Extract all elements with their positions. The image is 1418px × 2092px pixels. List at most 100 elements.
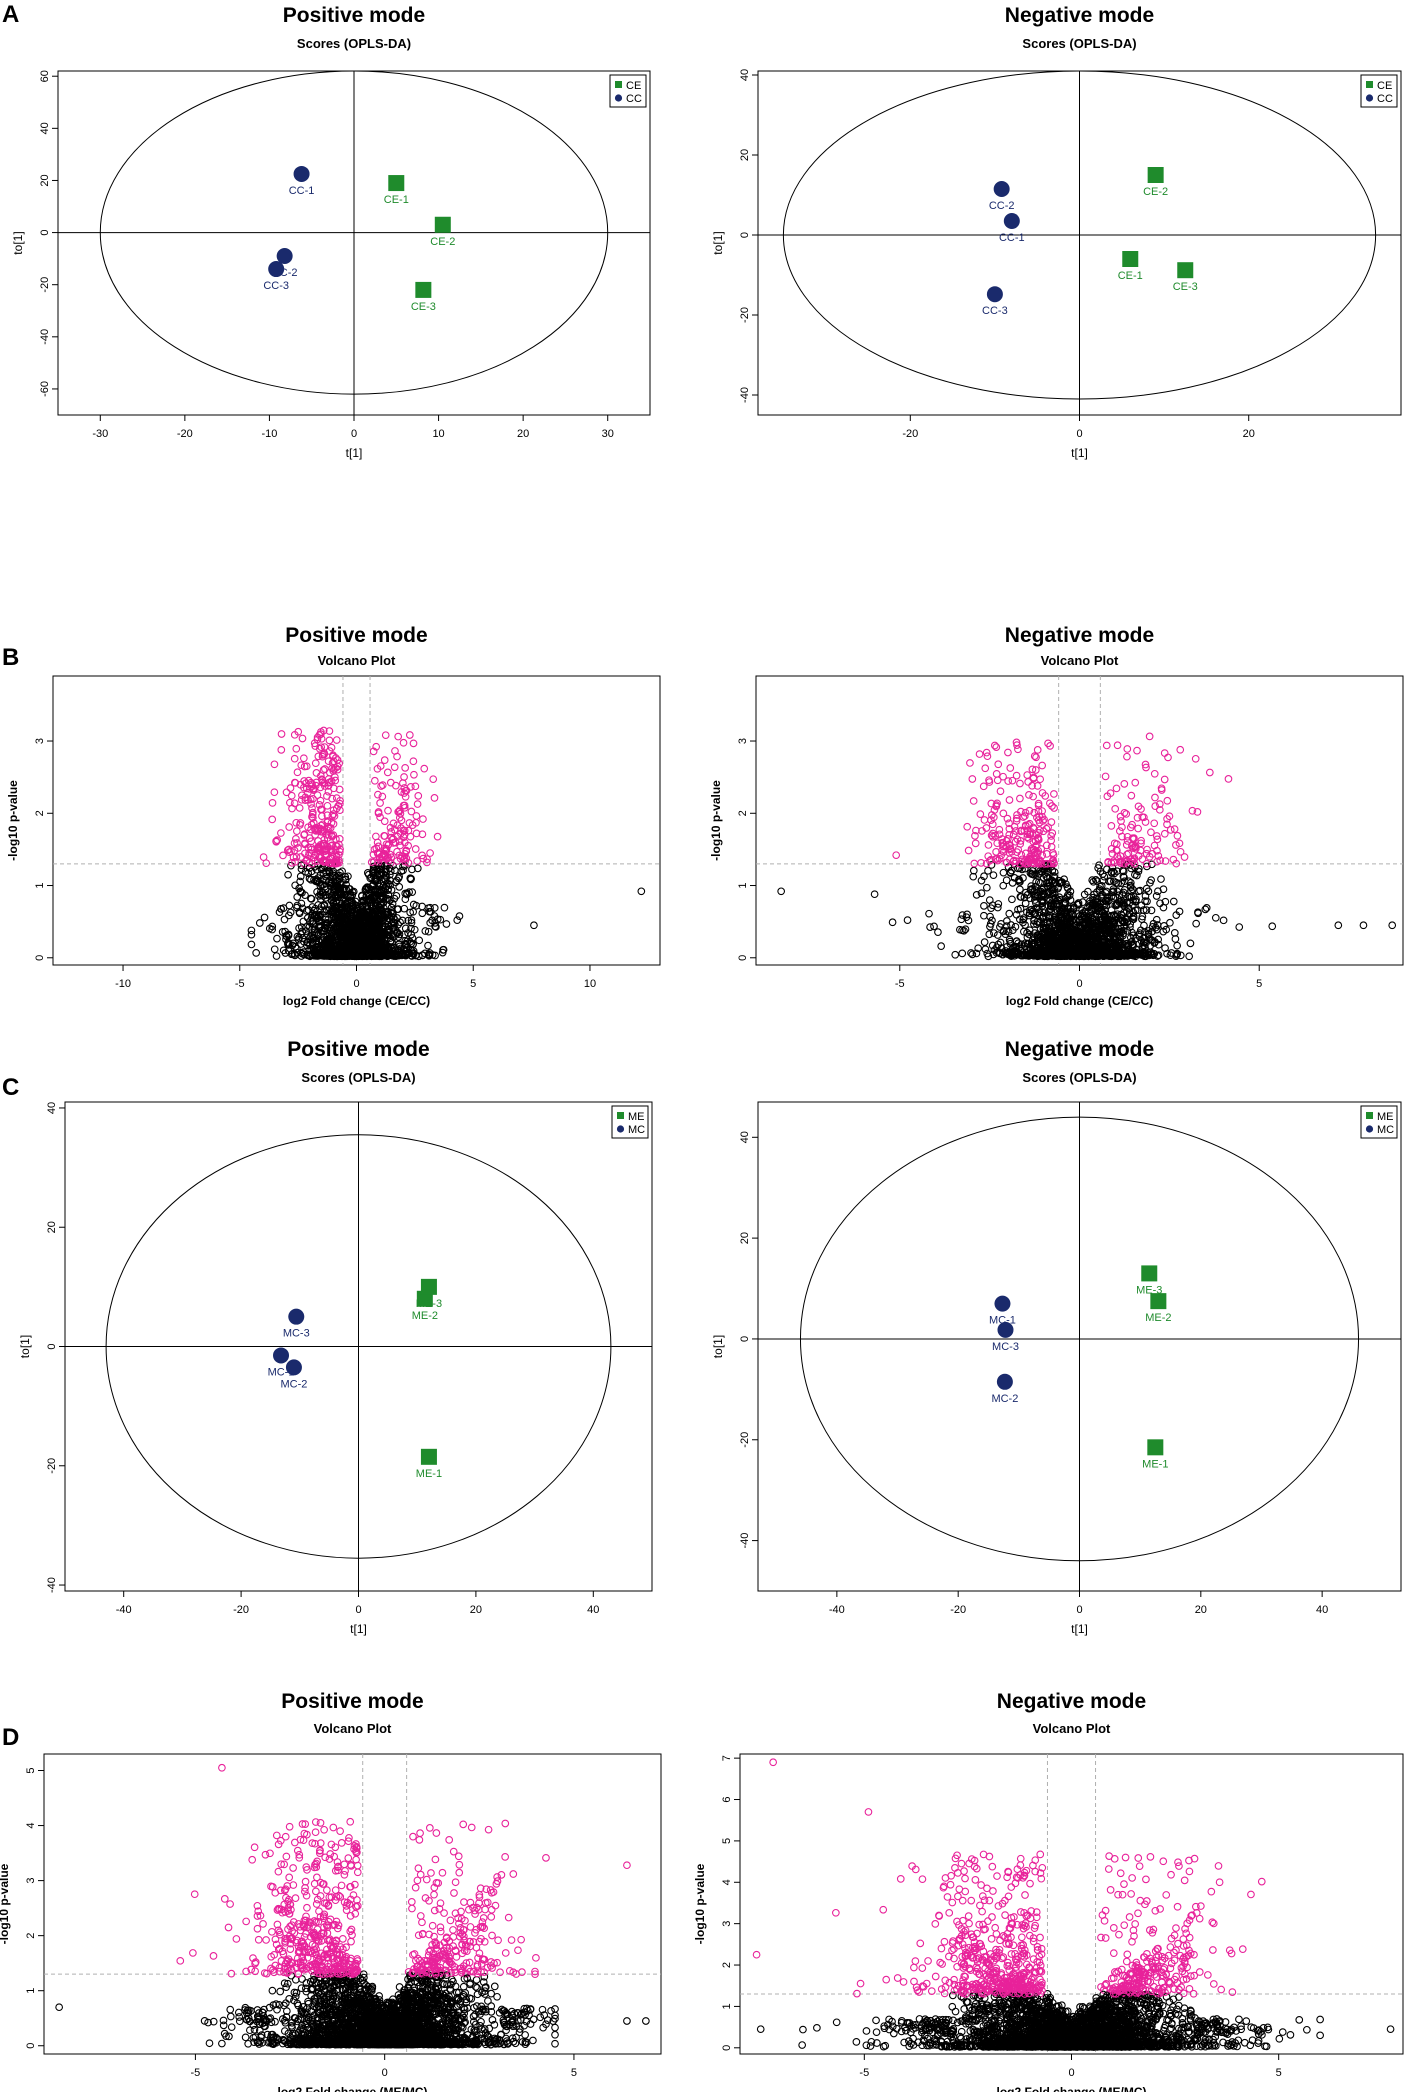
x-tick-label: 5 (1256, 978, 1262, 990)
volcano-point-significant (1047, 818, 1056, 826)
volcano-point-significant (979, 782, 988, 791)
volcano-point-significant (430, 794, 439, 802)
score-point-me-3 (420, 1278, 437, 1295)
y-axis-label: to[1] (711, 1335, 725, 1358)
volcano-point-significant (380, 817, 389, 826)
score-point-cc-3 (268, 261, 285, 278)
y-tick-label: 0 (739, 232, 751, 238)
point-label: CC-3 (982, 305, 1008, 317)
y-tick-label: 40 (39, 122, 51, 134)
volcano-point-significant (332, 736, 341, 744)
volcano-point-significant (412, 812, 421, 820)
volcano-point-significant (1160, 775, 1169, 784)
x-tick-label: 20 (1195, 1604, 1207, 1616)
volcano-point (430, 904, 439, 912)
panel-letter-b: B (2, 644, 19, 671)
legend-marker-cc (1365, 94, 1374, 102)
x-tick-label: 40 (1316, 1604, 1328, 1616)
legend-marker-me (1366, 1112, 1373, 1119)
x-tick-label: -10 (115, 978, 131, 990)
volcano-point-significant (969, 797, 978, 805)
volcano-point-significant (406, 832, 415, 841)
volcano-point-significant (405, 731, 414, 739)
volcano-point-significant (1127, 791, 1136, 800)
point-label: CE-3 (411, 301, 436, 313)
volcano-point-significant (292, 744, 301, 753)
score-point-me-3 (1141, 1265, 1158, 1282)
point-label: MC-3 (283, 1328, 310, 1340)
volcano-point-significant (1166, 826, 1175, 834)
volcano-point-significant (314, 752, 323, 761)
volcano-point-significant (975, 750, 984, 758)
volcano-point-significant (323, 792, 331, 800)
y-axis-label: to[1] (11, 231, 25, 254)
volcano-point-significant (1111, 804, 1120, 813)
x-tick-label: -20 (950, 1604, 966, 1616)
volcano-point (406, 908, 415, 917)
x-tick-label: -40 (116, 1604, 132, 1616)
volcano-point-significant (381, 731, 390, 740)
y-tick-label: -20 (739, 307, 751, 323)
volcano-point (980, 902, 988, 910)
volcano-point-significant (994, 760, 1003, 769)
volcano-point-significant (1101, 772, 1110, 781)
volcano-point-significant (282, 788, 291, 797)
score-point-mc-1 (994, 1295, 1011, 1312)
y-tick-label: 20 (739, 149, 751, 161)
point-label: ME-2 (1145, 1312, 1171, 1324)
mode-title: Negative mode (1005, 4, 1154, 27)
volcano-point-significant (316, 796, 325, 805)
volcano-point (284, 870, 292, 879)
legend-marker-mc (616, 1125, 625, 1133)
y-tick-label: 2 (25, 1933, 37, 1939)
volcano-point-significant (1123, 745, 1132, 753)
score-point-ce-3 (1177, 262, 1194, 279)
point-label: ME-3 (416, 1298, 442, 1310)
volcano-point (985, 896, 994, 904)
volcano-point (297, 899, 306, 908)
volcano-point (990, 929, 998, 937)
volcano-point-significant (277, 730, 286, 738)
x-axis-label: log2 Fold change (ME/MC) (278, 2085, 428, 2092)
volcano-point-significant (1120, 808, 1129, 817)
volcano-point (296, 877, 304, 886)
point-label: CC-2 (989, 200, 1015, 212)
volcano-point-significant (383, 768, 392, 777)
volcano-point (270, 945, 279, 954)
volcano-point (1016, 885, 1024, 894)
volcano-point-significant (393, 752, 401, 761)
volcano-point (453, 916, 462, 925)
x-tick-label: 10 (584, 978, 596, 990)
x-tick-label: 0 (1076, 1604, 1082, 1616)
x-tick-label: 20 (1243, 428, 1255, 440)
score-point-cc-1 (1003, 213, 1020, 229)
volcano-point-significant (292, 827, 301, 835)
volcano-point-significant (270, 760, 279, 769)
volcano-point-significant (1033, 746, 1042, 754)
score-point-mc-3 (288, 1308, 305, 1325)
volcano-point (425, 907, 434, 916)
x-tick-label: 0 (353, 978, 359, 990)
volcano-point-significant (410, 770, 418, 779)
panel-letter-a: A (2, 1, 19, 28)
volcano-point-significant (308, 804, 316, 812)
volcano-point-significant (1113, 741, 1122, 750)
volcano-point-significant (262, 859, 271, 868)
volcano-point-significant (1042, 850, 1051, 858)
legend-label: ME (1377, 1111, 1394, 1123)
volcano-point (1185, 952, 1194, 961)
y-tick-label: 20 (39, 174, 51, 186)
volcano-point-significant (1004, 748, 1012, 757)
score-point-mc-2 (996, 1373, 1013, 1390)
volcano-point (1219, 916, 1228, 925)
volcano-point-significant (400, 773, 408, 781)
legend-label: ME (628, 1111, 645, 1123)
y-axis-label: -log10 p-value (0, 1863, 11, 1944)
x-tick-label: -5 (191, 2067, 201, 2079)
point-label: MC-2 (991, 1393, 1018, 1405)
volcano-point (637, 887, 646, 896)
volcano-point-significant (409, 739, 418, 748)
